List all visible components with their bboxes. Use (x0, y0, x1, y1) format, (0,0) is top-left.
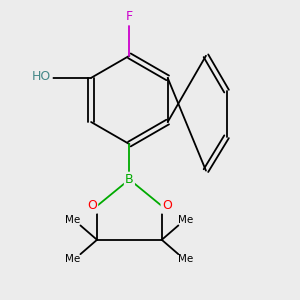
Text: B: B (125, 173, 134, 186)
Text: F: F (126, 11, 133, 23)
Text: Me: Me (178, 215, 194, 226)
Text: O: O (87, 200, 97, 212)
Text: O: O (162, 200, 172, 212)
Text: Me: Me (65, 215, 80, 226)
Text: Me: Me (178, 254, 194, 264)
Text: HO: HO (32, 70, 51, 83)
Text: Me: Me (65, 254, 80, 264)
